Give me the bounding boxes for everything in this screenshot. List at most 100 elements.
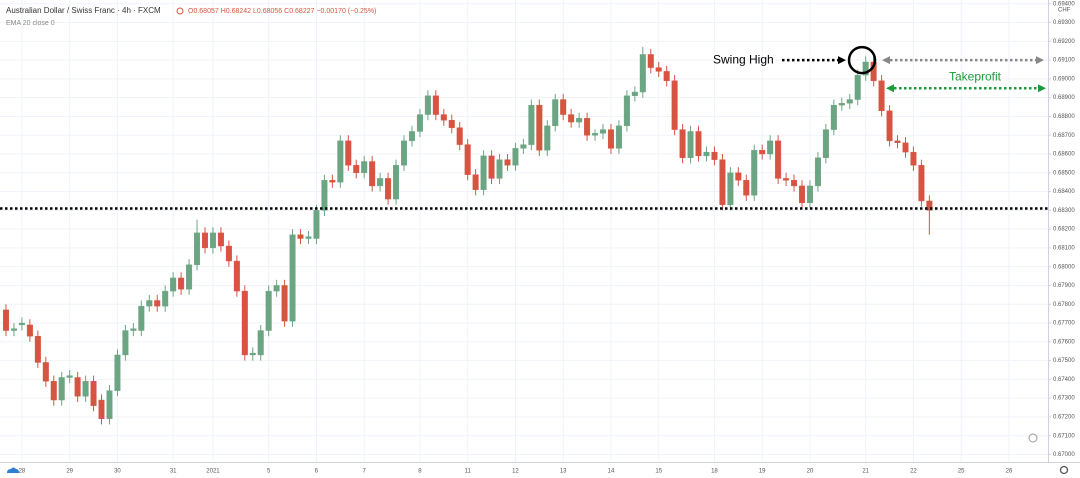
candle-body	[82, 381, 89, 397]
status-dot	[176, 7, 184, 15]
y-tick-label: 0.67700	[1053, 321, 1075, 327]
candle-body	[663, 71, 670, 81]
candle-body	[408, 131, 415, 142]
x-tick-label: 28	[19, 469, 26, 475]
candle-body	[424, 95, 431, 115]
candle-body	[862, 61, 869, 76]
candle-body	[711, 151, 718, 160]
candle-body	[560, 99, 567, 115]
x-tick-label: 19	[759, 469, 766, 475]
candle-body	[926, 200, 933, 211]
candle-body	[265, 290, 272, 331]
candle-body	[90, 381, 97, 406]
candle-body	[512, 148, 519, 166]
candle-body	[74, 377, 81, 397]
candle-body	[830, 104, 837, 130]
candle-body	[910, 151, 917, 166]
x-tick-label: 18	[711, 469, 718, 475]
candle-body	[313, 210, 320, 239]
candle-body	[528, 104, 535, 145]
candle-body	[329, 180, 336, 183]
candle-body	[814, 157, 821, 187]
x-tick-label: 5	[267, 469, 271, 475]
candle-body	[257, 330, 264, 356]
y-tick-label: 0.68800	[1053, 114, 1075, 120]
candle-body	[34, 335, 41, 363]
candle-body	[122, 330, 129, 356]
candle-body	[584, 118, 591, 136]
candle-body	[146, 300, 153, 307]
arrow-head	[1036, 56, 1044, 65]
candle-body	[321, 180, 328, 211]
y-tick-label: 0.68700	[1053, 133, 1075, 139]
y-tick-label: 0.69100	[1053, 58, 1075, 64]
scroll-button[interactable]	[1028, 433, 1038, 443]
candle-body	[822, 129, 829, 158]
candle-body	[504, 159, 511, 166]
settings-icon[interactable]	[1059, 465, 1069, 475]
x-tick-label: 7	[363, 469, 367, 475]
candle-body	[3, 309, 9, 331]
candle-body	[544, 125, 551, 151]
candle-body	[886, 110, 893, 142]
candle-body	[576, 118, 583, 123]
x-tick-label: 25	[958, 469, 965, 475]
candle-body	[488, 155, 495, 179]
candle-body	[838, 103, 845, 106]
y-tick-label: 0.68900	[1053, 95, 1075, 101]
x-tick-label: 11	[465, 469, 472, 475]
candle-body	[671, 80, 678, 130]
candle-body	[679, 129, 686, 158]
gear[interactable]	[1059, 465, 1069, 475]
candle-body	[918, 165, 925, 202]
currency-label: CHF	[1058, 8, 1071, 14]
y-tick-label: 0.67800	[1053, 302, 1075, 308]
x-tick-label: 15	[655, 469, 662, 475]
candle-body	[568, 114, 575, 123]
candle-body	[337, 140, 344, 183]
x-tick-label: 8	[418, 469, 422, 475]
y-tick-label: 0.67500	[1053, 358, 1075, 364]
y-tick-label: 0.69000	[1053, 76, 1075, 82]
x-tick-label: 2021	[206, 469, 220, 475]
candle-body	[201, 232, 208, 249]
candle-body	[631, 91, 638, 96]
candle-body	[98, 399, 105, 420]
candle-body	[233, 260, 240, 292]
indicator-label: EMA 20 close 0	[6, 20, 55, 27]
y-tick-label: 0.68200	[1053, 227, 1075, 233]
x-tick-label: 14	[608, 469, 615, 475]
candle-body	[520, 144, 527, 149]
candle-body	[194, 232, 201, 266]
arrow-head	[886, 84, 894, 93]
y-tick-label: 0.67900	[1053, 283, 1075, 289]
candle-body	[353, 165, 360, 173]
candle-body	[552, 99, 559, 127]
candle-body	[377, 178, 384, 187]
candle-body	[162, 290, 169, 307]
y-tick-label: 0.67300	[1053, 396, 1075, 402]
candle-body	[703, 151, 710, 157]
candle-body	[727, 172, 734, 205]
ohlc-readout: O0.68057 H0.68242 L0.68056 C0.68227 −0.0…	[188, 8, 376, 15]
candle-body	[345, 140, 352, 166]
candle-body	[902, 142, 909, 153]
candle-body	[799, 185, 806, 204]
y-tick-label: 0.69300	[1053, 20, 1075, 26]
candle-body	[178, 277, 185, 290]
candle-body	[249, 352, 256, 356]
candle-body	[623, 95, 630, 127]
y-tick-label: 0.68100	[1053, 245, 1075, 251]
candle-body	[846, 99, 853, 104]
candle-body	[58, 377, 65, 401]
annotations: Swing High Takeprofit	[0, 45, 1048, 210]
x-tick-label: 20	[807, 469, 814, 475]
candle-body	[536, 104, 543, 151]
candle-body	[170, 277, 177, 292]
candle-body	[759, 150, 766, 155]
candle-body	[114, 354, 121, 391]
candle-body	[361, 161, 368, 173]
y-tick-label: 0.67600	[1053, 339, 1075, 345]
candle-body	[385, 178, 392, 200]
